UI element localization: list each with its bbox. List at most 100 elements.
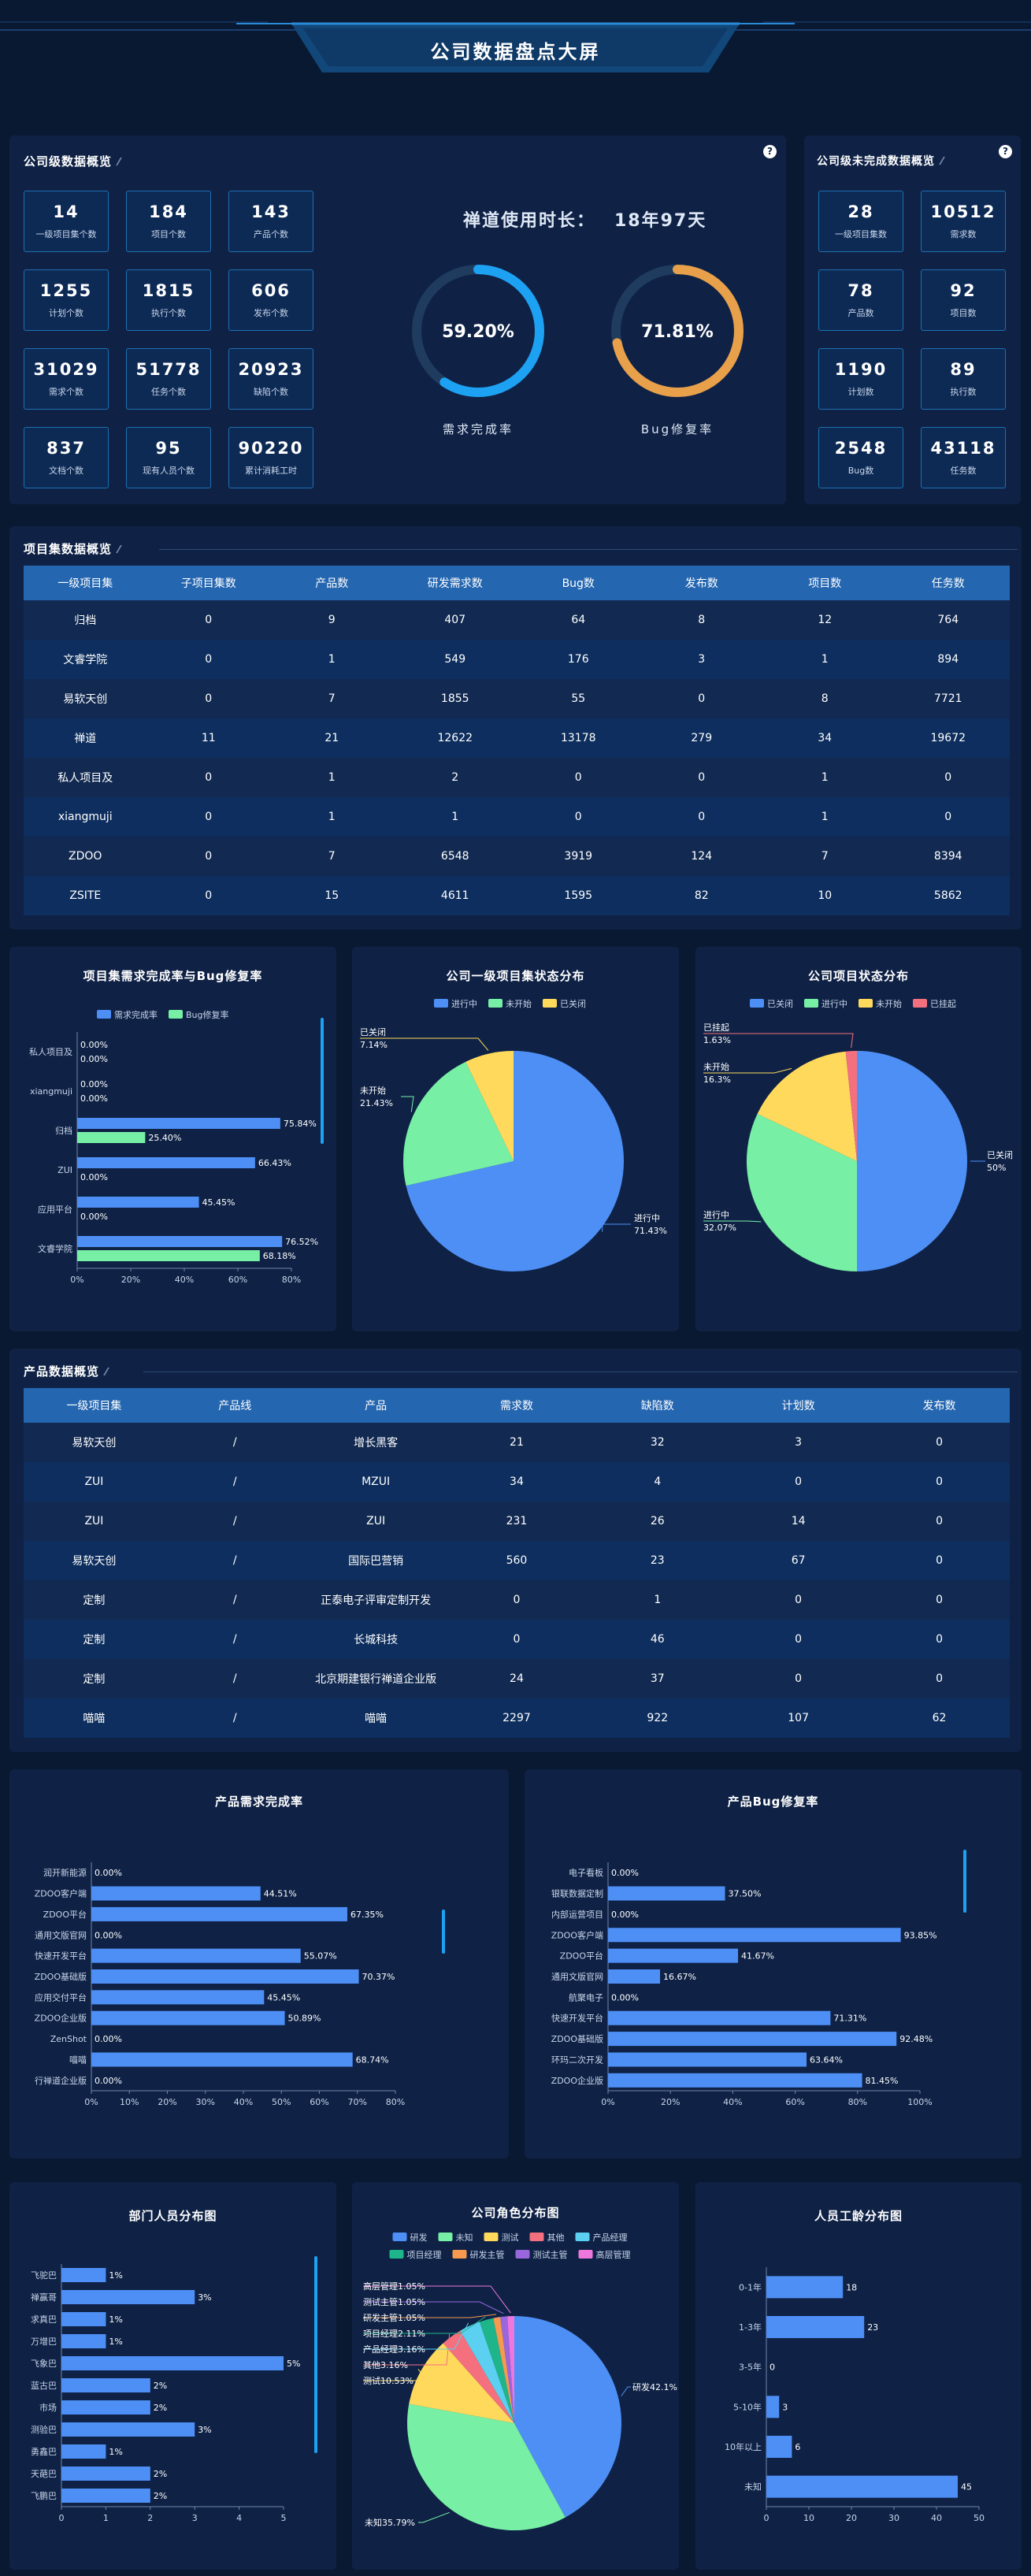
table-header-cell: 需求数: [446, 1388, 588, 1423]
table-cell: 0: [869, 1462, 1010, 1501]
stat-value: 837: [46, 439, 86, 458]
table-cell: 894: [886, 640, 1010, 679]
bar: [608, 1948, 739, 1963]
page-title: 公司数据盘点大屏: [430, 41, 601, 63]
y-tick-label: 勇鑫巴: [31, 2446, 57, 2457]
y-tick-label: ZenShot: [50, 2034, 87, 2044]
bar: [77, 1236, 283, 1247]
table-cell: ZUI: [24, 1501, 165, 1541]
table-cell: /: [164, 1580, 306, 1620]
help-icon[interactable]: ?: [763, 145, 777, 158]
legend-swatch: [392, 2233, 407, 2241]
leader-line: [401, 1096, 414, 1112]
stat-label: 产品数: [847, 308, 874, 318]
leader-line: [703, 1067, 792, 1074]
pie-slice: [500, 2316, 514, 2423]
bar: [608, 1886, 725, 1901]
bar: [91, 2010, 285, 2025]
table-row: 归档 0 9 407 64 8 12 764: [24, 600, 1010, 640]
data-label: 16.67%: [663, 1972, 696, 1982]
y-tick-label: ZDOO平台: [43, 1909, 87, 1920]
table-cell: MZUI: [305, 1462, 447, 1501]
leader-line: [363, 2314, 497, 2318]
x-tick-label: 5: [281, 2513, 287, 2523]
table-cell: 3919: [517, 837, 640, 876]
data-label: 93.85%: [904, 1930, 937, 1940]
bar: [61, 2378, 150, 2392]
y-tick-label: 内部运营项目: [551, 1909, 603, 1920]
bar: [91, 1990, 265, 2005]
table-cell: 21: [270, 718, 394, 758]
slice-name: 未开始: [360, 1085, 386, 1096]
table-cell: 55: [517, 679, 640, 718]
table-row: 定制 / 北京期建银行禅道企业版 24 37 0 0: [24, 1659, 1010, 1698]
table-cell: 4: [587, 1462, 729, 1501]
gauge-charts: 59.20% 需求完成率 71.81% Bug修复率: [412, 265, 744, 436]
table-header-cell: 发布数: [869, 1388, 1010, 1423]
header-decoration: [0, 21, 1031, 72]
x-tick-label: 30: [888, 2513, 899, 2523]
table-cell: 0: [869, 1423, 1010, 1462]
table-cell: 176: [517, 640, 640, 679]
usage-value: 18年97天: [614, 211, 707, 231]
legend-swatch: [859, 999, 873, 1008]
bar: [61, 2489, 150, 2503]
table-cell: ZSITE: [24, 876, 147, 915]
table-cell: 34: [763, 718, 887, 758]
data-label: 0.00%: [80, 1093, 108, 1104]
table-cell: 0: [728, 1620, 870, 1659]
legend-label: 项目经理: [407, 2250, 442, 2260]
chart-title: 公司项目状态分布: [808, 969, 909, 983]
table-row: ZSITE 0 15 4611 1595 82 10 5862: [24, 876, 1010, 915]
help-icon[interactable]: ?: [999, 145, 1012, 158]
table-cell: ZUI: [305, 1501, 447, 1541]
table-cell: 0: [146, 758, 270, 797]
stat-label: 累计消耗工时: [245, 466, 297, 476]
table-cell: 1: [763, 797, 887, 837]
slice-label: 32.07%: [703, 1223, 736, 1233]
table-header-cell: 产品: [305, 1388, 447, 1423]
legend-swatch: [488, 999, 503, 1008]
bar: [766, 2276, 844, 2299]
dept-people-panel: 部门人员分布图 0 1 2 3 4 5 飞驼巴 1% 禅赢哥 3% 求真巴 1% 万增巴 1% 飞象巴 5% 蓝古…: [9, 2182, 336, 2570]
table-row: 易软天创 0 7 1855 55 0 8 7721: [24, 679, 1010, 718]
table-row: 禅道 11 21 12622 13178 279 34 19672: [24, 718, 1010, 758]
stat-value: 89: [950, 360, 977, 379]
table-cell: 定制: [24, 1580, 165, 1620]
leader-line: [418, 2511, 450, 2523]
stat-card: 95 现有人员个数: [126, 427, 211, 488]
data-label: 3: [782, 2402, 788, 2412]
slice-name: 未开始: [703, 1061, 729, 1072]
legend-swatch: [438, 2233, 453, 2241]
leader-line: [602, 1223, 631, 1232]
table-cell: 0: [728, 1659, 870, 1698]
table-cell: 0: [869, 1620, 1010, 1659]
table-cell: 0: [146, 797, 270, 837]
y-tick-label: 测验巴: [31, 2424, 57, 2435]
legend-label: 已关闭: [767, 998, 793, 1009]
table-cell: 归档: [24, 600, 147, 640]
table-cell: 1: [763, 640, 887, 679]
program-table: 一级项目集 子项目集数 产品数 研发需求数 Bug数 发布数 项目数 任务数 归档 0 9 407 64…: [24, 566, 1010, 915]
stat-card: 43118 任务数: [921, 427, 1006, 488]
slice-name: 进行中: [703, 1210, 729, 1220]
bar: [61, 2268, 106, 2282]
data-label: 5%: [287, 2359, 300, 2369]
bar: [77, 1197, 199, 1208]
data-label: 1%: [109, 2337, 122, 2347]
scrollbar: [442, 1910, 445, 1954]
stat-card: 28 一级项目集数: [818, 191, 903, 252]
slice-label: 测试10.53%: [363, 2376, 414, 2386]
legend-label: 未开始: [506, 998, 532, 1009]
legend-label: 已关闭: [560, 998, 586, 1009]
table-row: ZDOO 0 7 6548 3919 124 7 8394: [24, 837, 1010, 876]
legend-label: 需求完成率: [114, 1009, 158, 1020]
table-cell: 5862: [886, 876, 1010, 915]
pie-slice: [857, 1051, 967, 1271]
data-label: 50.89%: [288, 2014, 321, 2024]
legend-label: 产品经理: [593, 2232, 628, 2243]
table-cell: 12622: [393, 718, 517, 758]
legend-label: 进行中: [821, 999, 847, 1009]
pie-slice: [465, 1051, 514, 1161]
data-label: 67.35%: [350, 1910, 384, 1920]
